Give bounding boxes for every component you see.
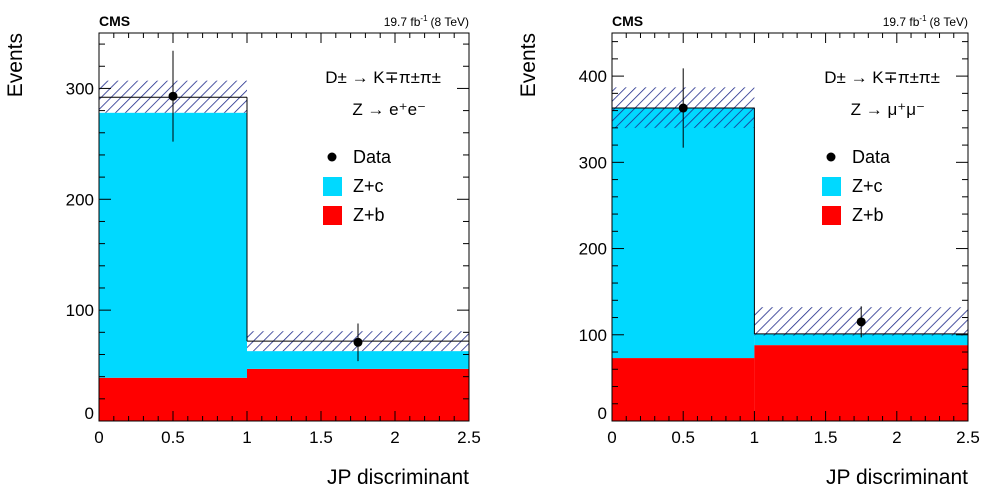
legend-zc-label: Z+c — [852, 176, 883, 196]
legend-data-label: Data — [852, 147, 891, 167]
plot-frame — [611, 32, 969, 422]
y-tick-label: 200 — [579, 240, 607, 259]
legend-data-marker — [327, 152, 337, 162]
x-tick-label: 2.5 — [956, 428, 980, 447]
x-tick-label: 1 — [750, 428, 759, 447]
legend-mumu: Data Z+c Z+b — [822, 147, 891, 225]
y-tick-label: 100 — [66, 301, 94, 320]
data-point — [168, 91, 178, 101]
y-axis-label: Events — [517, 33, 540, 97]
legend-data-label: Data — [353, 147, 392, 167]
x-tick-label: 2 — [892, 428, 901, 447]
legend-zb-swatch — [323, 206, 342, 225]
x-tick-label: 0 — [94, 428, 103, 447]
legend-zc-label: Z+c — [353, 176, 384, 196]
left-panel-ee: 0 0.5 1 1.5 2 2.5 0 100 200 300 CMS 19.7 fb-1 (8 T… — [4, 13, 481, 489]
x-tick-label: 2 — [390, 428, 399, 447]
y-tick-label: 100 — [579, 326, 607, 345]
luminosity-label: 19.7 fb-1 (8 TeV) — [384, 14, 469, 29]
y-axis-label: Events — [4, 33, 27, 97]
legend-data-marker — [826, 152, 836, 162]
zc-bar — [99, 112, 247, 378]
zb-bar — [612, 358, 755, 421]
legend-zc-swatch — [822, 177, 841, 196]
data-point — [856, 317, 866, 327]
zb-bar — [754, 345, 968, 421]
legend-zc-swatch — [323, 177, 342, 196]
axes-mumu: 0 0.5 1 1.5 2 2.5 0 100 200 300 400 — [579, 33, 980, 447]
x-tick-label: 2.5 — [457, 428, 481, 447]
lumi-value: 19.7 fb — [384, 15, 421, 29]
y-tick-label: 0 — [85, 404, 94, 423]
y-tick-label: 400 — [579, 67, 607, 86]
lumi-value: 19.7 fb — [883, 15, 920, 29]
y-tick-label: 300 — [66, 79, 94, 98]
x-tick-label: 1.5 — [309, 428, 333, 447]
lumi-exponent: -1 — [919, 14, 927, 23]
lumi-exponent: -1 — [420, 14, 428, 23]
legend-zb-label: Z+b — [353, 205, 385, 225]
x-axis-label: JP discriminant — [327, 466, 469, 489]
x-tick-label: 1 — [242, 428, 251, 447]
x-tick-label: 0.5 — [671, 428, 695, 447]
experiment-label: CMS — [612, 13, 643, 29]
y-tick-label: 0 — [598, 404, 607, 423]
legend-ee: Data Z+c Z+b — [323, 147, 392, 225]
channel-z-label: Z → μ⁺μ⁻ — [851, 100, 925, 119]
data-point — [678, 103, 688, 113]
right-panel-mumu: 0 0.5 1 1.5 2 2.5 0 100 200 300 400 CMS 19.7 fb-1(… — [517, 13, 980, 489]
zc-bar — [612, 108, 755, 359]
legend-zb-label: Z+b — [852, 205, 884, 225]
zc-bar — [754, 333, 968, 346]
x-axis-label: JP discriminant — [826, 466, 968, 489]
plot-content-ee — [99, 50, 469, 421]
plot-frame — [98, 32, 470, 422]
luminosity-label: 19.7 fb-1 (8 TeV) — [883, 14, 968, 29]
channel-decay-label: D± → K∓π±π± — [325, 68, 441, 87]
plot-content-mumu — [612, 68, 968, 421]
legend-zb-swatch — [822, 206, 841, 225]
lumi-energy: (8 TeV) — [930, 15, 968, 29]
channel-z-label: Z → e⁺e⁻ — [352, 100, 426, 119]
zb-bar — [247, 368, 469, 421]
y-tick-label: 300 — [579, 153, 607, 172]
x-tick-label: 0.5 — [161, 428, 185, 447]
axes-ee: 0 0.5 1 1.5 2 2.5 0 100 200 300 — [66, 33, 481, 447]
lumi-energy: (8 TeV) — [431, 15, 469, 29]
data-point — [353, 337, 363, 347]
x-tick-label: 1.5 — [814, 428, 838, 447]
x-tick-label: 0 — [607, 428, 616, 447]
experiment-label: CMS — [99, 13, 130, 29]
channel-decay-label: D± → K∓π±π± — [824, 68, 940, 87]
y-tick-label: 200 — [66, 190, 94, 209]
